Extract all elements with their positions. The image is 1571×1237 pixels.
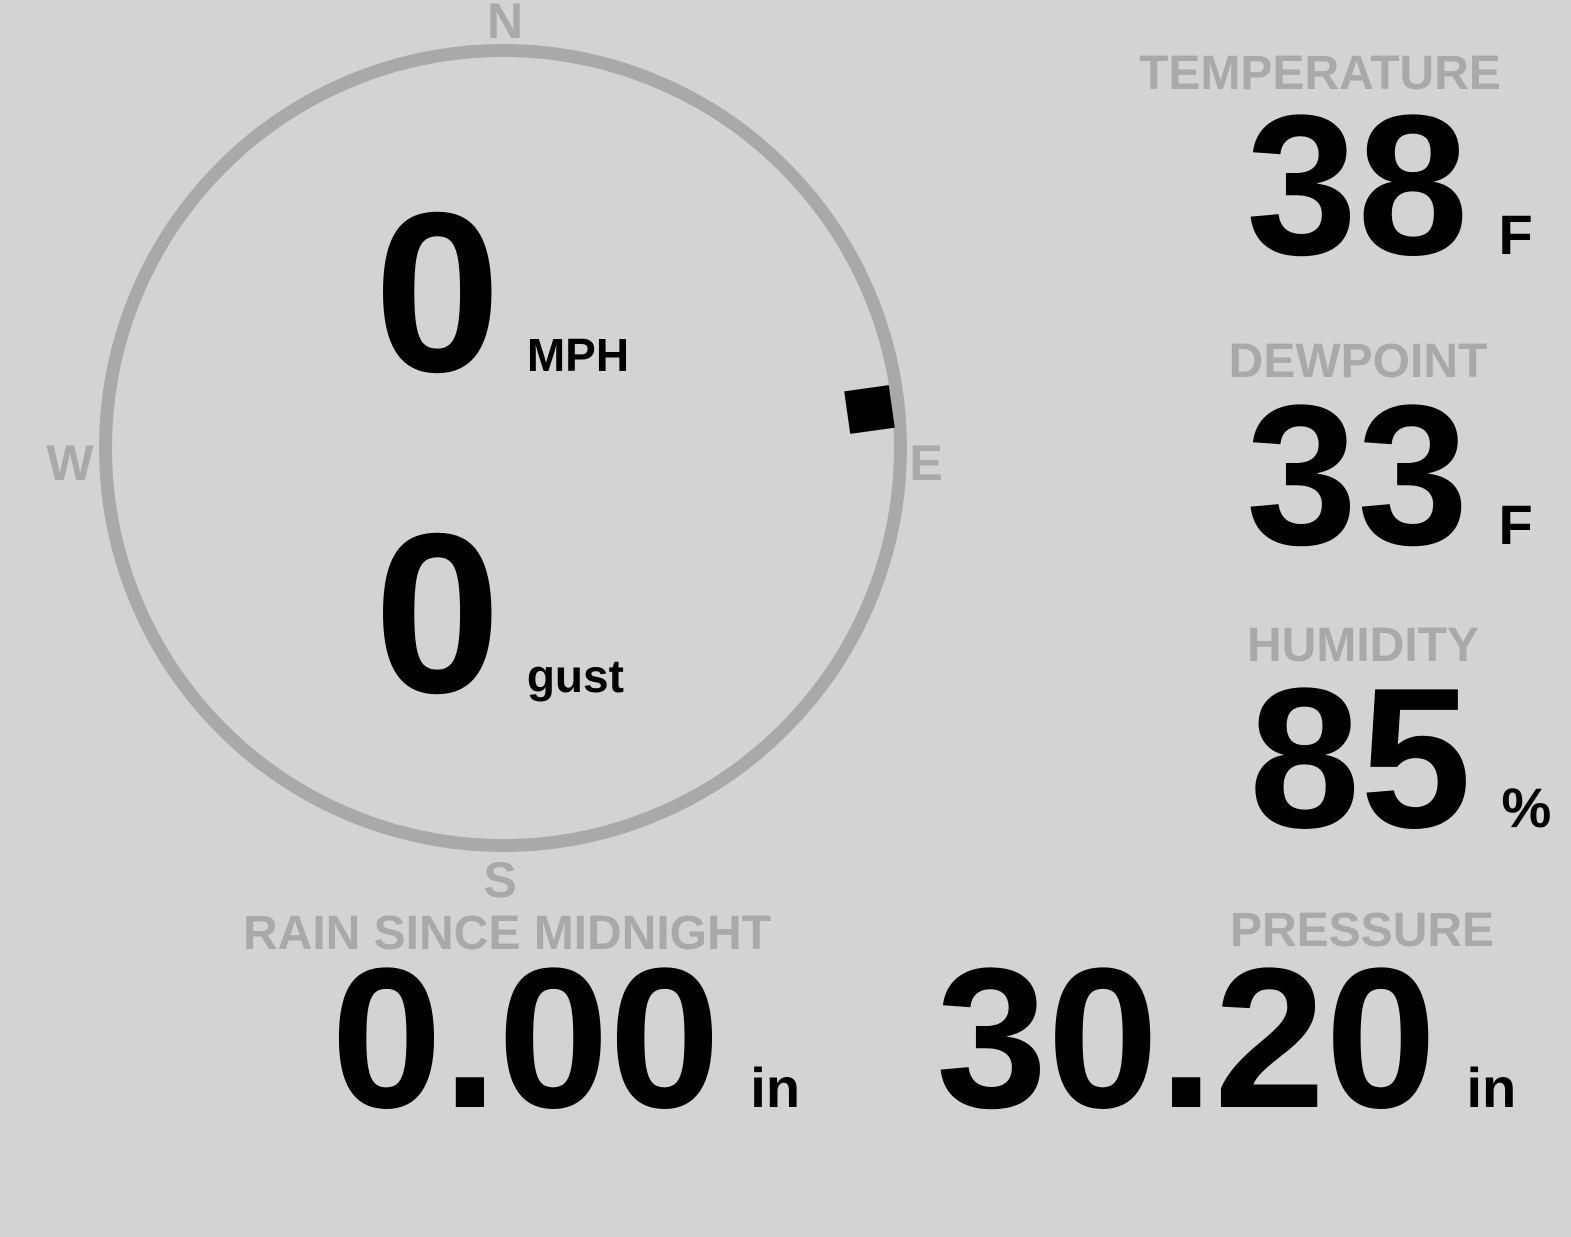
temperature-value: 38 — [1246, 74, 1469, 297]
humidity-reading: 85 % — [1249, 659, 1551, 859]
temperature-unit: F — [1498, 203, 1533, 266]
humidity-value: 85 — [1249, 647, 1472, 870]
wind-compass-circle — [99, 44, 907, 852]
dewpoint-label: DEWPOINT — [1228, 335, 1488, 388]
rain-value: 0.00 — [331, 927, 721, 1150]
pressure-unit: in — [1466, 1056, 1517, 1119]
rain-reading: 0.00 in — [331, 939, 800, 1139]
wind-gust-value: 0 — [374, 487, 501, 741]
compass-label-east: E — [909, 435, 943, 491]
humidity-unit: % — [1501, 776, 1552, 839]
pressure-label: PRESSURE — [1229, 904, 1495, 957]
compass-label-south: S — [483, 852, 517, 908]
dewpoint-value: 33 — [1246, 364, 1469, 587]
pressure-value: 30.20 — [936, 927, 1437, 1150]
temperature-reading: 38 F — [1246, 86, 1533, 286]
rain-unit: in — [750, 1056, 801, 1119]
wind-gust: 0 gust — [374, 500, 624, 728]
rain-label: RAIN SINCE MIDNIGHT — [243, 907, 771, 960]
compass-label-north: N — [486, 0, 524, 49]
wind-direction-marker — [844, 385, 895, 434]
pressure-reading: 30.20 in — [936, 939, 1516, 1139]
wind-gust-unit: gust — [526, 650, 624, 702]
wind-speed-unit: MPH — [526, 329, 630, 381]
wind-speed-value: 0 — [374, 166, 501, 420]
wind-speed: 0 MPH — [374, 179, 629, 407]
humidity-label: HUMIDITY — [1247, 619, 1479, 672]
dewpoint-unit: F — [1498, 493, 1533, 556]
compass-label-west: W — [46, 435, 94, 491]
temperature-label: TEMPERATURE — [1139, 47, 1501, 100]
dewpoint-reading: 33 F — [1246, 376, 1533, 576]
